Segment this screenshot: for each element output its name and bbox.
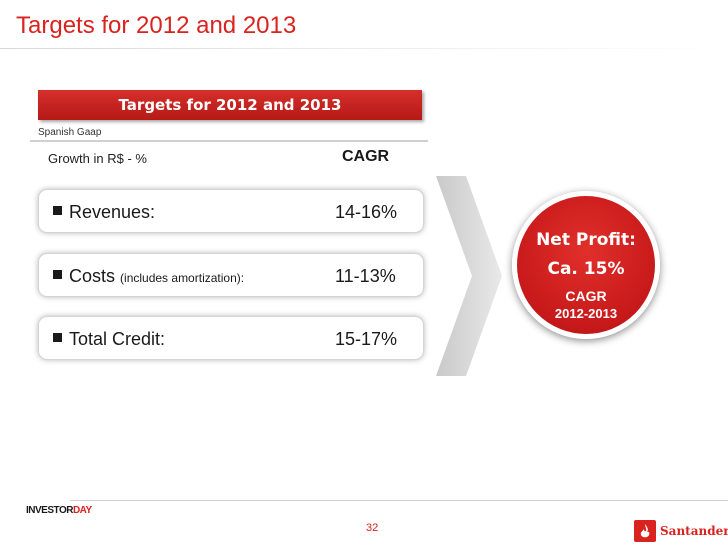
metric-label: Total Credit: [69,329,166,349]
bullet-square-icon [53,270,62,279]
growth-label: Growth in R$ - % [48,151,147,166]
title-divider [0,48,728,49]
highlight-title: Net Profit: [536,230,636,250]
metric-value: 14-16% [335,202,398,222]
brand-name: Santander [660,524,728,538]
net-profit-highlight: Net Profit: Ca. 15% CAGR 2012-2013 [512,191,660,339]
cagr-column-header: CAGR [342,148,390,165]
footer-divider [70,500,728,501]
section-divider [30,140,428,142]
metric-note: (includes amortization): [120,271,245,285]
chevron-arrow-icon [436,176,502,376]
highlight-period: 2012-2013 [554,306,618,321]
flame-logo-icon [634,520,656,542]
highlight-metric: CAGR [565,288,607,304]
page-title: Targets for 2012 and 2013 [16,12,297,39]
page-number: 32 [366,522,379,534]
metric-value: 11-13% [335,266,396,286]
metric-label: Costs (includes amortization): [69,266,245,286]
metric-label: Revenues: [69,202,156,222]
metric-row-total-credit: Total Credit: 15-17% [38,316,424,360]
brand-logo: Santander [634,520,728,542]
bullet-square-icon [53,206,62,215]
accounting-standard-note: Spanish Gaap [38,127,102,138]
metric-row-costs: Costs (includes amortization): 11-13% [38,253,424,297]
metric-value: 15-17% [335,329,398,349]
highlight-value: Ca. 15% [547,259,625,279]
bullet-square-icon [53,333,62,342]
metric-row-revenues: Revenues: 14-16% [38,189,424,233]
investor-day-logo: INVESTORDAY [26,505,92,516]
panel-banner: Targets for 2012 and 2013 [38,90,422,120]
